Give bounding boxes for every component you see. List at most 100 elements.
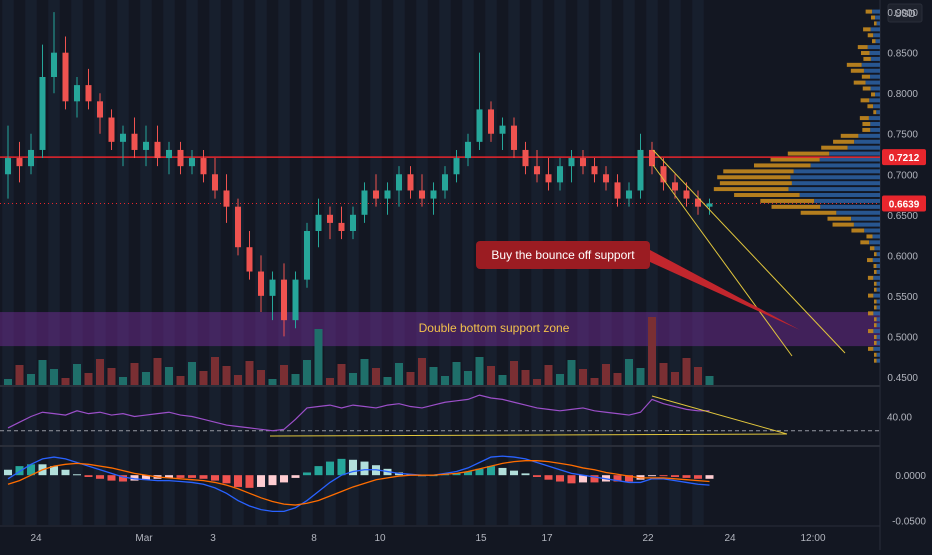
volume-profile-bar <box>872 234 880 239</box>
candle-body <box>212 174 218 191</box>
volume-profile-bar <box>873 104 880 109</box>
volume-profile-bar <box>799 193 880 198</box>
volume-bar <box>27 374 35 385</box>
volume-profile-bar <box>876 110 880 115</box>
price-axis-tick: 0.7500 <box>887 130 918 141</box>
macd-histogram-bar <box>280 475 288 483</box>
candle-body <box>373 190 379 199</box>
macd-histogram-bar <box>349 459 357 476</box>
volume-bar <box>326 378 334 385</box>
session-stripe <box>186 0 198 525</box>
session-stripe <box>25 0 37 525</box>
price-panel <box>0 9 880 385</box>
volume-profile-bar <box>862 122 871 127</box>
volume-bar <box>487 366 495 385</box>
candle-body <box>292 279 299 321</box>
candle-body <box>258 271 264 296</box>
volume-profile-bar <box>876 287 880 292</box>
volume-profile-bar <box>876 299 880 304</box>
volume-bar <box>544 365 553 385</box>
candle-body <box>189 158 195 167</box>
candle-body <box>488 109 494 134</box>
session-stripe <box>94 0 106 525</box>
volume-bar <box>234 375 242 385</box>
volume-bar <box>452 362 461 385</box>
volume-profile-bar <box>865 9 873 14</box>
candle-body <box>269 279 276 296</box>
volume-profile-bar <box>874 252 877 257</box>
volume-profile-bar <box>793 169 880 174</box>
macd-histogram-bar <box>96 475 104 479</box>
macd-histogram-bar <box>556 475 564 482</box>
macd-histogram-bar <box>50 466 58 476</box>
callout-box[interactable]: Buy the bounce off support <box>476 241 650 269</box>
price-axis-tick: 0.6500 <box>887 211 918 222</box>
candle-body <box>476 109 483 142</box>
volume-profile-bar <box>800 210 837 215</box>
price-axis-tick: 0.5500 <box>887 292 918 303</box>
macd-histogram-bar <box>119 475 127 482</box>
price-axis-tick: 0.8500 <box>887 49 918 60</box>
volume-profile-bar <box>717 175 791 180</box>
session-stripe <box>2 0 14 525</box>
candle-body <box>591 166 598 175</box>
volume-profile-bar <box>876 323 880 328</box>
volume-profile-bar <box>876 317 880 322</box>
macd-histogram-bar <box>464 471 472 476</box>
last-price-badge <box>882 195 926 212</box>
candle-body <box>534 166 540 175</box>
candle-body <box>660 166 667 183</box>
candle-body <box>200 158 207 175</box>
volume-profile-bar <box>867 258 873 263</box>
volume-bar <box>268 379 277 385</box>
volume-bar <box>4 379 12 385</box>
volume-profile-bar <box>867 275 874 280</box>
volume-bar <box>38 360 47 385</box>
macd-histogram-bar <box>222 475 231 484</box>
volume-bar <box>383 377 392 385</box>
volume-profile-bar <box>868 116 880 121</box>
price-axis-tick: 0.4500 <box>887 373 918 384</box>
volume-profile-bar <box>857 45 868 50</box>
volume-profile-bar <box>865 80 880 85</box>
volume-profile-bar <box>876 305 880 310</box>
volume-profile-bar <box>860 98 870 103</box>
volume-profile-bar <box>867 329 874 334</box>
macd-histogram-bar <box>211 475 219 481</box>
volume-profile-bar <box>874 340 877 345</box>
volume-bar <box>372 368 380 385</box>
volume-profile-bar <box>876 21 880 26</box>
volume-profile-bar <box>873 264 877 269</box>
volume-profile-bar <box>866 234 873 239</box>
candle-body <box>5 158 11 175</box>
volume-profile-bar <box>873 299 877 304</box>
volume-profile-bar <box>863 56 871 61</box>
candle-body <box>177 149 184 167</box>
volume-bar <box>211 357 219 385</box>
volume-profile-bar <box>791 181 880 186</box>
time-axis-label: 10 <box>374 533 386 544</box>
volume-profile-bar <box>872 9 880 14</box>
macd-axis-tick: -0.0500 <box>892 516 926 527</box>
macd-histogram-bar <box>61 469 70 476</box>
volume-profile-bar <box>771 204 821 209</box>
callout-arrow <box>650 250 800 330</box>
volume-profile-bar <box>873 317 877 322</box>
last-price-label: 0.6639 <box>889 200 920 211</box>
candle-body <box>350 214 356 231</box>
volume-profile-bar <box>861 62 880 67</box>
volume-profile-bar <box>770 157 820 162</box>
candle-body <box>338 222 345 231</box>
volume-bar <box>50 369 58 385</box>
macd-histogram-bar <box>199 475 208 479</box>
volume-profile-bar <box>876 358 880 363</box>
session-stripe <box>278 0 290 525</box>
volume-profile-bar <box>846 62 862 67</box>
volume-profile-bar <box>869 240 880 245</box>
volume-profile-bar <box>875 15 880 20</box>
volume-profile-bar <box>833 139 855 144</box>
volume-bar <box>84 373 93 385</box>
session-stripe <box>669 0 681 525</box>
